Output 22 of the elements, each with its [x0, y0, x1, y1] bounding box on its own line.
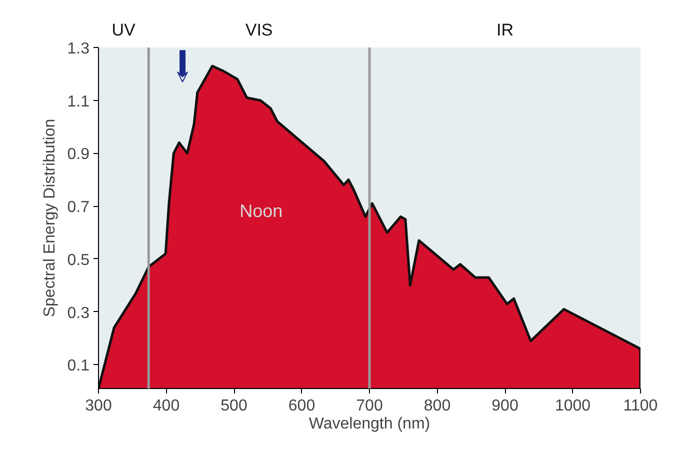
x-tick-label: 600 [288, 398, 316, 414]
y-tick-label: 0.1 [67, 358, 90, 375]
text: VIS [245, 20, 273, 40]
text: IR [496, 20, 514, 40]
x-tick-label: 1100 [623, 398, 658, 414]
x-axis-title: Wavelength (nm) [308, 416, 430, 432]
y-tick-label: 0.3 [67, 304, 90, 322]
y-tick-label: 1.1 [67, 93, 90, 110]
y-axis-title: Spectral Energy Distribution [41, 118, 58, 318]
x-tick-label: 300 [85, 398, 112, 414]
x-tick-label: 500 [220, 398, 248, 414]
text: UV [112, 20, 136, 40]
y-tick-label: 0.5 [67, 252, 90, 269]
x-tick-label: 1000 [554, 398, 591, 414]
x-tick-label: 400 [152, 398, 180, 414]
x-tick-label: 700 [356, 398, 383, 414]
x-tick-label: 900 [492, 398, 518, 414]
y-tick-label: 0.7 [67, 199, 90, 216]
x-tick-label: 800 [424, 398, 451, 414]
y-tick-label: 0.9 [67, 146, 90, 164]
annotation: Noon [240, 201, 283, 222]
y-tick-label: 1.3 [67, 40, 90, 58]
